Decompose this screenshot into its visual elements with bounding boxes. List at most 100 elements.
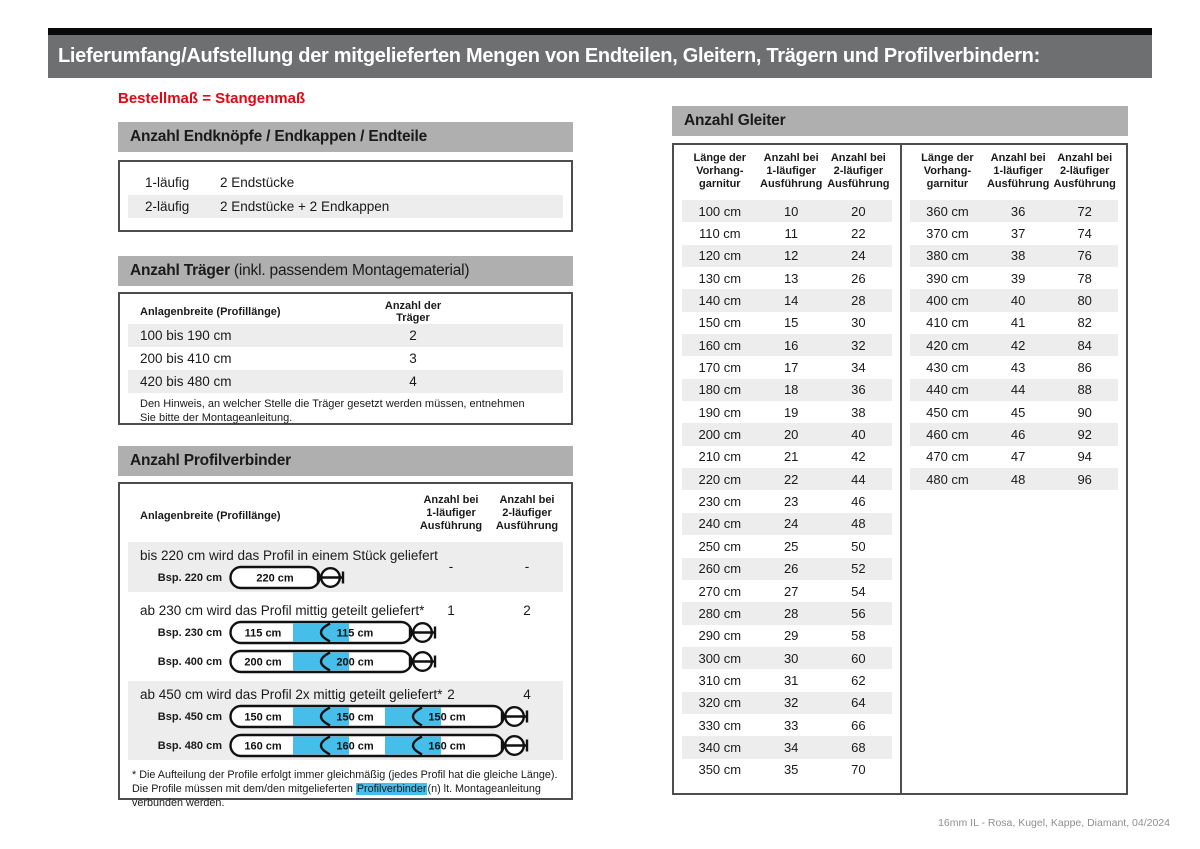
gleiter-row: 220 cm 22 44: [682, 468, 892, 491]
length-value: 450 cm: [926, 404, 969, 420]
count-2run-value: 34: [851, 360, 866, 376]
count-1run-value: 43: [1010, 360, 1026, 376]
footnote-text-end: (n) lt. Montageanleitung verbunden werde…: [132, 783, 541, 809]
gleiter-row: 270 cm 27 54: [682, 580, 892, 602]
length-value: 140 cm: [698, 293, 742, 309]
length-value: 440 cm: [926, 382, 969, 398]
gleiter-row: 350 cm 35 70: [682, 759, 892, 781]
order-measure-note: Bestellmaß = Stangenmaß: [118, 90, 306, 107]
length-value: 220 cm: [698, 471, 742, 487]
length-value: 100 cm: [698, 203, 742, 219]
count-2run: 4: [523, 687, 531, 702]
pv-col-width: Anlagenbreite (Profillänge): [140, 510, 281, 522]
count-2run-value: 72: [1077, 203, 1092, 219]
count-1run-value: 32: [783, 695, 799, 711]
gleiter-row: 210 cm 21 42: [682, 446, 892, 468]
traeger-count: 4: [409, 374, 417, 389]
count-2run-value: 92: [1077, 427, 1092, 443]
count-2run-value: 76: [1077, 248, 1092, 264]
section-header-traeger-label: Anzahl Träger: [130, 262, 230, 279]
pv-col-2run: Anzahl bei 2-läufiger Ausführung: [495, 494, 559, 532]
count-1run-value: 40: [1010, 293, 1026, 309]
traeger-note: Den Hinweis, an welcher Stelle die Träge…: [140, 398, 525, 424]
gleiter-col-length: Länge der Vorhang- garnitur: [693, 152, 747, 190]
endparts-table: 1-läufig 2 Endstücke 2-läufig 2 Endstücke +…: [118, 160, 573, 232]
profilverbinder-table: Anlagenbreite (Profillänge) Anzahl bei 1…: [118, 482, 573, 809]
gleiter-row: 290 cm 29 58: [682, 625, 892, 647]
svg-text:220 cm: 220 cm: [256, 573, 294, 585]
count-2run-value: 52: [851, 561, 866, 577]
gleiter-col-1run: Anzahl bei 1-läufiger Ausführung: [760, 152, 823, 190]
length-value: 260 cm: [698, 561, 742, 577]
count-1run-value: 47: [1010, 449, 1026, 465]
svg-text:115 cm: 115 cm: [337, 628, 374, 640]
count-2run-value: 24: [851, 248, 866, 264]
count-1run-value: 28: [783, 605, 799, 621]
count-1run-value: 24: [783, 516, 799, 532]
gleiter-col-length: Länge der Vorhang- garnitur: [921, 152, 974, 190]
count-1run-value: 21: [783, 449, 799, 465]
run-type: 2-läufig: [145, 198, 190, 214]
length-value: 130 cm: [698, 270, 742, 286]
profile-rod-diagram: 115 cm 115 cm: [229, 620, 437, 645]
count-2run-value: 28: [851, 293, 866, 309]
endparts-rows: 1-läufig 2 Endstücke 2-läufig 2 Endstücke +…: [120, 162, 571, 218]
length-value: 360 cm: [926, 203, 969, 219]
gleiter-col-2run: Anzahl bei 2-läufiger Ausführung: [1053, 152, 1116, 190]
length-value: 460 cm: [926, 427, 969, 443]
count-2run-value: 50: [851, 538, 866, 554]
rule-text: ab 450 cm wird das Profil 2x mittig gete…: [140, 687, 443, 702]
gleiter-row: 120 cm 12 24: [682, 244, 892, 268]
section-header-gleiter: Anzahl Gleiter: [672, 106, 1128, 136]
count-2run-value: 66: [851, 717, 866, 733]
svg-text:160 cm: 160 cm: [428, 741, 466, 753]
count-2run-value: 90: [1077, 404, 1092, 420]
gleiter-row: 340 cm 34 68: [682, 736, 892, 759]
count-1run-value: 13: [783, 270, 799, 286]
svg-text:115 cm: 115 cm: [245, 628, 282, 640]
parts-value: 2 Endstücke + 2 Endkappen: [220, 198, 390, 214]
count-1run: 2: [447, 687, 455, 702]
page-title-banner: Lieferumfang/Aufstellung der mitgeliefer…: [48, 28, 1152, 78]
length-value: 310 cm: [698, 672, 742, 688]
section-header-profilverbinder-label: Anzahl Profilverbinder: [130, 452, 291, 469]
count-1run-value: 14: [783, 293, 799, 309]
count-1run-value: 20: [783, 427, 799, 443]
length-value: 210 cm: [698, 449, 742, 465]
svg-text:160 cm: 160 cm: [336, 741, 374, 753]
gleiter-row: 320 cm 32 64: [682, 691, 892, 714]
gleiter-row: 190 cm 19 38: [682, 401, 892, 423]
count-1run-value: 33: [783, 717, 799, 733]
gleiter-row: 100 cm 10 20: [682, 200, 892, 223]
count-1run-value: 41: [1010, 315, 1026, 331]
length-value: 320 cm: [698, 695, 742, 711]
example-diagram: Bsp. 220 cm 220 cm: [128, 563, 563, 592]
traeger-count: 3: [409, 351, 417, 366]
length-value: 250 cm: [698, 538, 742, 554]
parts-value: 2 Endstücke: [220, 175, 295, 191]
example-diagram: Bsp. 450 cm 150 cm 150 cm 150 cm: [128, 702, 563, 731]
count-2run-value: 36: [851, 382, 866, 398]
count-1run-value: 16: [783, 337, 799, 353]
length-value: 190 cm: [698, 404, 742, 420]
width-range: 100 bis 190 cm: [140, 328, 232, 343]
example-label: Bsp. 230 cm: [157, 626, 222, 639]
gleiter-header: Länge der Vorhang- garnitur Anzahl bei 1…: [682, 152, 892, 200]
count-1run-value: 37: [1010, 226, 1026, 242]
traeger-col-width: Anlagenbreite (Profillänge): [140, 306, 281, 318]
length-value: 480 cm: [926, 471, 969, 487]
example-label: Bsp. 450 cm: [157, 710, 222, 723]
length-value: 380 cm: [926, 248, 969, 264]
section-header-traeger-sub: (inkl. passendem Montagematerial): [233, 262, 470, 279]
gleiter-row: 470 cm 47 94: [910, 446, 1118, 468]
count-2run-value: 44: [851, 471, 866, 487]
gleiter-row: 110 cm 11 22: [682, 222, 892, 244]
gleiter-row: 370 cm 37 74: [910, 222, 1118, 244]
gleiter-header: Länge der Vorhang- garnitur Anzahl bei 1…: [910, 152, 1118, 200]
length-value: 270 cm: [698, 583, 742, 599]
gleiter-row: 180 cm 18 36: [682, 378, 892, 402]
length-value: 110 cm: [698, 226, 741, 242]
traeger-col-count: Anzahl der Träger: [384, 300, 442, 324]
length-value: 170 cm: [698, 360, 742, 376]
count-1run-value: 26: [783, 561, 799, 577]
